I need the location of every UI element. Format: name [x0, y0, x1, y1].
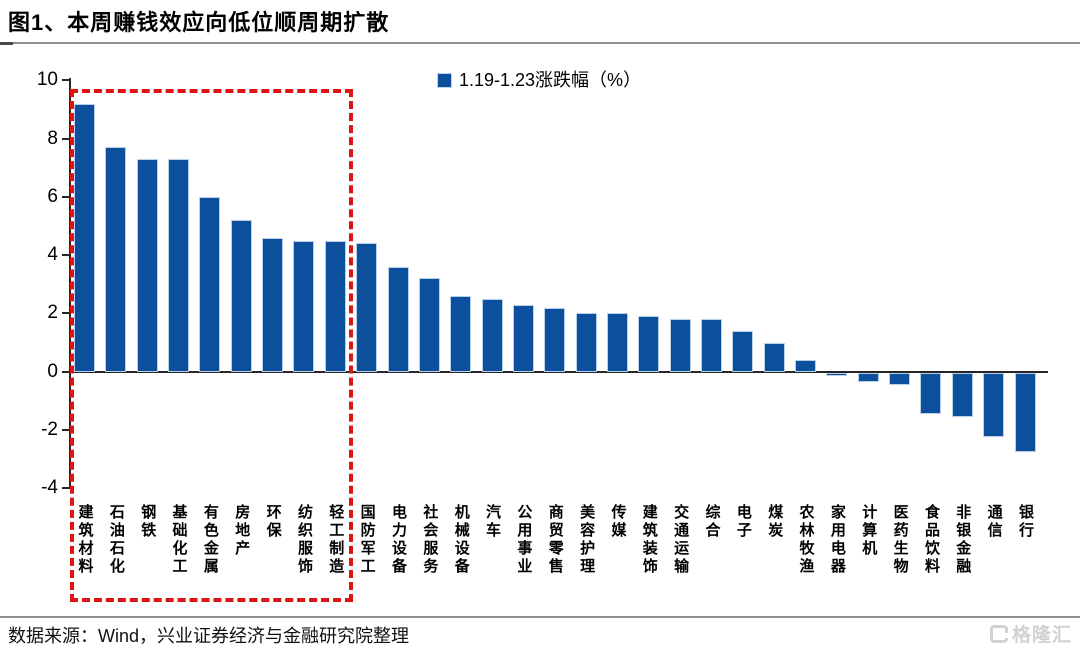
bar	[450, 295, 472, 372]
y-axis-tick-label: 8	[47, 127, 58, 149]
watermark: 格隆汇	[989, 620, 1072, 647]
category-label: 建筑材料	[76, 504, 94, 576]
category-label: 机械设备	[452, 504, 470, 576]
bar	[293, 240, 315, 372]
bar	[951, 373, 973, 417]
category-label: 汽车	[484, 504, 502, 540]
y-axis-tick	[62, 254, 69, 257]
bar	[544, 307, 566, 372]
category-label: 公用事业	[515, 504, 533, 576]
bar	[324, 240, 346, 372]
category-label: 有色金属	[201, 504, 219, 576]
y-axis-tick	[62, 137, 69, 140]
bar	[356, 243, 378, 372]
y-axis-tick	[62, 79, 69, 82]
category-label: 农林牧渔	[797, 504, 815, 576]
gelonghui-logo-icon	[989, 624, 1008, 643]
category-label: 银行	[1017, 504, 1034, 540]
bar	[669, 319, 691, 372]
y-axis-tick	[62, 312, 69, 315]
category-label: 食品饮料	[922, 504, 940, 576]
title-divider	[0, 42, 1080, 44]
y-axis-tick-label: 0	[47, 360, 58, 382]
bar	[763, 342, 785, 372]
category-label: 钢铁	[139, 504, 157, 540]
footer-divider	[0, 616, 1080, 618]
bar	[230, 220, 252, 372]
bar	[199, 196, 221, 372]
bar	[983, 373, 1005, 438]
bar	[387, 266, 409, 372]
y-axis-tick	[62, 428, 69, 431]
category-label: 传媒	[609, 504, 627, 540]
category-label: 纺织服饰	[295, 504, 313, 576]
category-label: 商贸零售	[546, 504, 564, 576]
bar	[262, 237, 284, 372]
bar	[889, 373, 911, 385]
bar	[795, 360, 817, 372]
category-label: 基础化工	[170, 504, 188, 576]
category-label: 家用电器	[828, 504, 846, 576]
category-label: 电子	[734, 504, 752, 540]
bar	[826, 373, 848, 376]
category-label: 计算机	[860, 504, 878, 558]
category-label: 社会服务	[421, 504, 439, 576]
bar	[481, 298, 503, 372]
bar	[920, 373, 942, 414]
legend-label: 1.19-1.23涨跌幅（%）	[459, 70, 642, 90]
category-label: 综合	[703, 504, 721, 540]
bar	[136, 158, 158, 372]
y-axis-tick-label: -2	[41, 418, 58, 440]
category-label: 煤炭	[766, 504, 784, 540]
y-axis-tick	[62, 370, 69, 373]
bar	[857, 373, 879, 382]
y-axis-tick	[62, 487, 69, 490]
data-source-note: 数据来源：Wind，兴业证券经济与金融研究院整理	[8, 626, 410, 646]
category-label: 房地产	[233, 504, 251, 558]
category-label: 建筑装饰	[640, 504, 658, 576]
category-label: 石油石化	[107, 504, 125, 576]
bar	[168, 158, 190, 372]
highlight-dashed-box	[70, 89, 353, 602]
legend-swatch-icon	[437, 72, 452, 88]
watermark-label: 格隆汇	[1011, 625, 1072, 646]
category-label: 电力设备	[390, 504, 407, 576]
bar	[732, 330, 754, 372]
x-axis-line	[69, 371, 1048, 373]
category-label: 非银金融	[954, 504, 972, 576]
category-label: 国防军工	[358, 504, 376, 576]
y-axis-tick-label: -4	[41, 477, 58, 499]
chart-legend: 1.19-1.23涨跌幅（%）	[437, 71, 641, 89]
bar	[74, 103, 95, 372]
y-axis-tick-label: 4	[47, 244, 58, 266]
y-axis-tick-label: 6	[47, 185, 58, 207]
title-divider-tick	[0, 42, 13, 45]
bar	[575, 313, 597, 372]
bar	[701, 319, 722, 372]
bar	[105, 147, 127, 372]
category-label: 交通运输	[672, 504, 690, 576]
category-label: 轻工制造	[327, 504, 345, 576]
bar	[638, 316, 660, 372]
y-axis-tick-label: 10	[36, 69, 58, 91]
category-label: 通信	[985, 504, 1003, 540]
bar	[512, 304, 534, 372]
category-label: 美容护理	[578, 504, 596, 576]
bar	[1014, 373, 1036, 452]
category-label: 环保	[264, 504, 282, 540]
y-axis-tick-label: 2	[47, 302, 58, 324]
bar	[418, 278, 440, 372]
figure-title: 图1、本周赚钱效应向低位顺周期扩散	[8, 10, 390, 35]
bar	[606, 313, 628, 372]
y-axis-tick	[62, 195, 69, 198]
category-label: 医药生物	[891, 504, 909, 576]
